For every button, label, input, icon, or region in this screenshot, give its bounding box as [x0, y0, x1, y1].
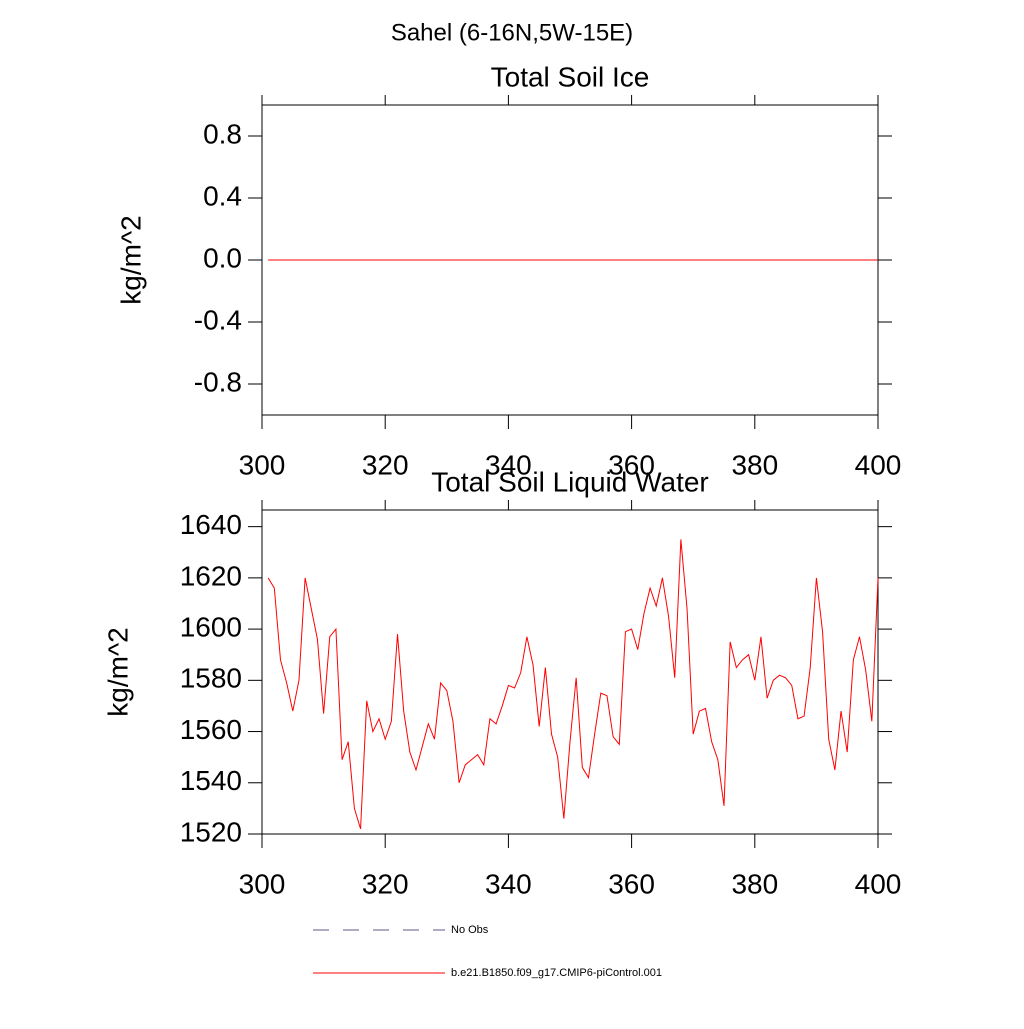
y-axis-label: kg/m^2	[102, 627, 133, 716]
y-tick-label: 0.8	[203, 118, 242, 149]
x-tick-label: 380	[731, 868, 778, 899]
plot-frame	[261, 509, 879, 835]
y-tick-label: 1600	[180, 611, 242, 642]
x-tick-label: 400	[855, 449, 902, 480]
x-tick-label: 400	[855, 868, 902, 899]
y-tick-label: 1620	[180, 560, 242, 591]
x-tick-label: 340	[485, 449, 532, 480]
y-axis-label: kg/m^2	[115, 215, 146, 304]
x-tick-label: 340	[485, 868, 532, 899]
legend-label: b.e21.B1850.f09_g17.CMIP6-piControl.001	[451, 967, 662, 979]
y-tick-label: 1540	[180, 765, 242, 796]
legend-label: No Obs	[451, 924, 489, 936]
x-tick-label: 300	[239, 868, 286, 899]
data-line	[267, 539, 879, 830]
y-tick-label: 0.4	[203, 180, 242, 211]
y-tick-label: 1520	[180, 816, 242, 847]
x-tick-label: 380	[731, 449, 778, 480]
figure-title: Sahel (6-16N,5W-15E)	[391, 19, 633, 46]
y-tick-label: 1640	[180, 509, 242, 540]
y-tick-label: 1560	[180, 714, 242, 745]
x-tick-label: 360	[608, 449, 655, 480]
panel-title: Total Soil Liquid Water	[431, 466, 709, 497]
x-tick-label: 320	[362, 868, 409, 899]
y-tick-label: -0.4	[194, 304, 242, 335]
panel-title: Total Soil Ice	[491, 61, 650, 92]
y-tick-label: 1580	[180, 663, 242, 694]
x-tick-label: 320	[362, 449, 409, 480]
x-tick-label: 360	[608, 868, 655, 899]
y-tick-label: -0.8	[194, 366, 242, 397]
y-tick-label: 0.0	[203, 242, 242, 273]
x-tick-label: 300	[239, 449, 286, 480]
